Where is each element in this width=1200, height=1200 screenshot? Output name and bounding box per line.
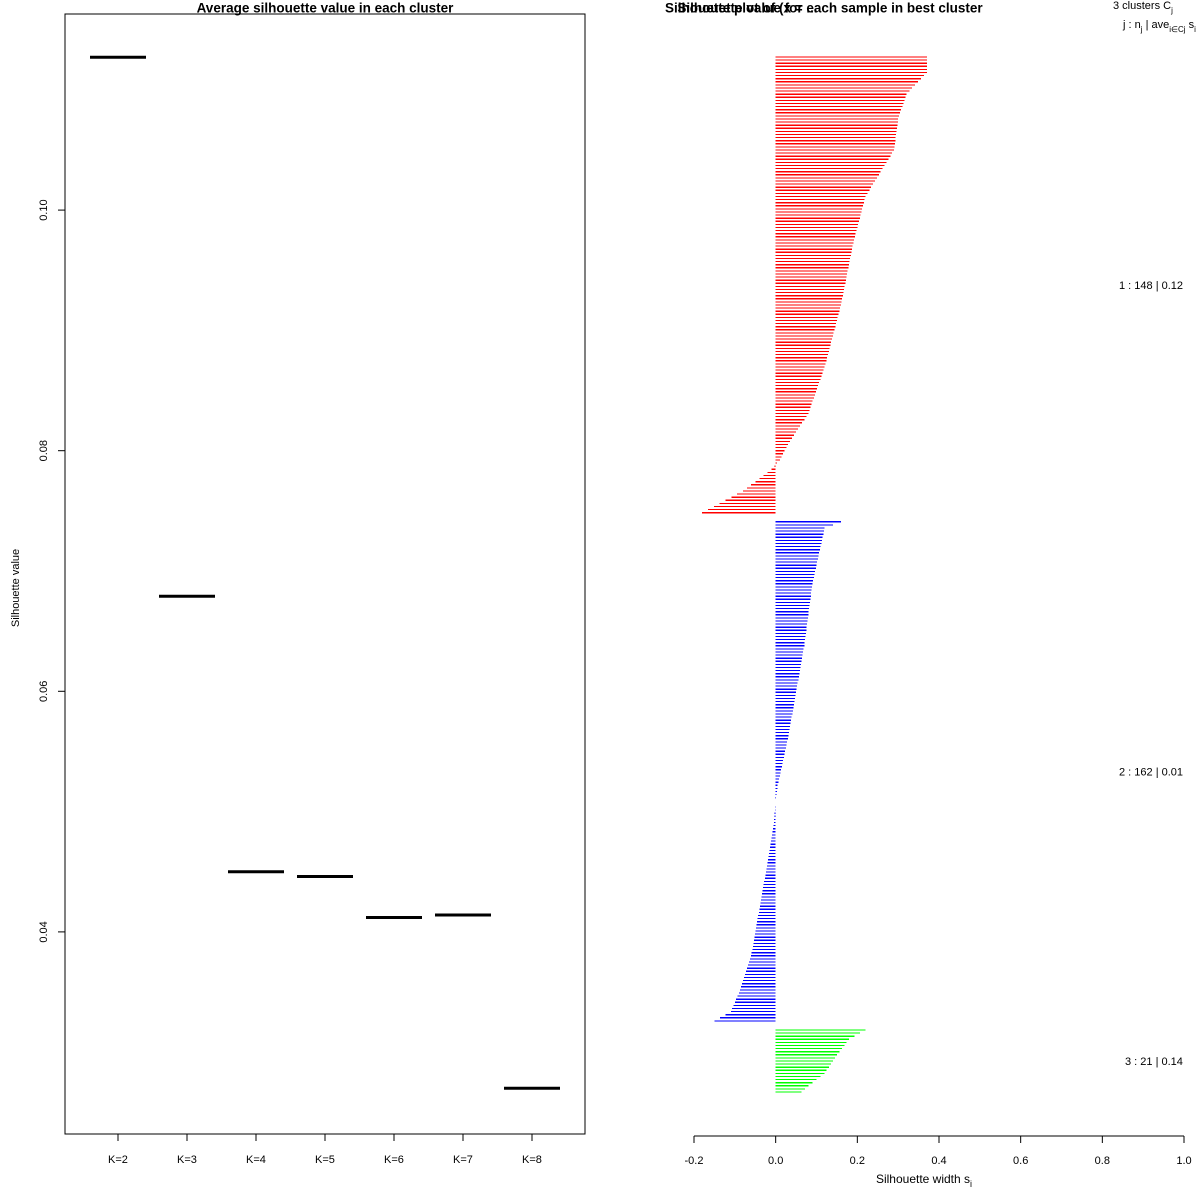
right-chart-title-underlay: Silhouette plot of (x = ... [665,1,818,16]
right-panel: Silhouette plot of (x = ... Silhouette v… [665,0,1196,1189]
left-y-tick-label: 0.04 [38,921,50,942]
right-x-tick-label: 0.6 [1013,1155,1028,1167]
left-plot-frame [64,13,586,1135]
left-x-tick-label: K=5 [315,1154,335,1166]
legend-subheader: j : nj | avei∈Cj si [1122,19,1196,34]
left-panel: Average silhouette value in each cluster… [10,1,586,1166]
left-x-tick-label: K=3 [177,1154,197,1166]
silhouette-bars [702,56,927,1093]
right-x-tick-label: 0.2 [850,1155,865,1167]
right-x-tick-label: 0.0 [768,1155,783,1167]
right-x-tick-label: -0.2 [685,1155,704,1167]
left-chart-title: Average silhouette value in each cluster [197,1,455,16]
left-marks [90,55,560,1090]
cluster-label-3: 3 : 21 | 0.14 [1125,1056,1183,1068]
left-y-tick-label: 0.06 [38,681,50,702]
cluster-labels: 1 : 148 | 0.12 2 : 162 | 0.01 3 : 21 | 0.1… [1119,280,1183,1068]
right-chart-title: Silhouette value for each sample in best… [677,1,983,16]
left-x-tick-label: K=2 [108,1154,128,1166]
right-x-axis-label: Silhouette width si [876,1172,972,1189]
left-y-axis-label: Silhouette value [10,549,22,627]
right-x-tick-label: 0.8 [1095,1155,1110,1167]
cluster-label-1: 1 : 148 | 0.12 [1119,280,1183,292]
right-x-tick-label: 1.0 [1176,1155,1191,1167]
left-y-tick-label: 0.10 [38,199,50,220]
left-x-tick-label: K=8 [522,1154,542,1166]
left-x-ticks: K=2 K=3 K=4 K=5 K=6 K=7 K=8 [108,1134,542,1166]
left-x-tick-label: K=4 [246,1154,266,1166]
left-x-tick-label: K=7 [453,1154,473,1166]
right-x-ticks: -0.2 0.0 0.2 0.4 0.6 0.8 1.0 [685,1136,1192,1167]
cluster-label-2: 2 : 162 | 0.01 [1119,766,1183,778]
left-y-tick-label: 0.08 [38,440,50,461]
legend-header: 3 clusters Cj [1113,0,1173,15]
left-y-ticks: 0.04 0.06 0.08 0.10 [38,199,65,943]
left-x-tick-label: K=6 [384,1154,404,1166]
right-x-tick-label: 0.4 [931,1155,946,1167]
